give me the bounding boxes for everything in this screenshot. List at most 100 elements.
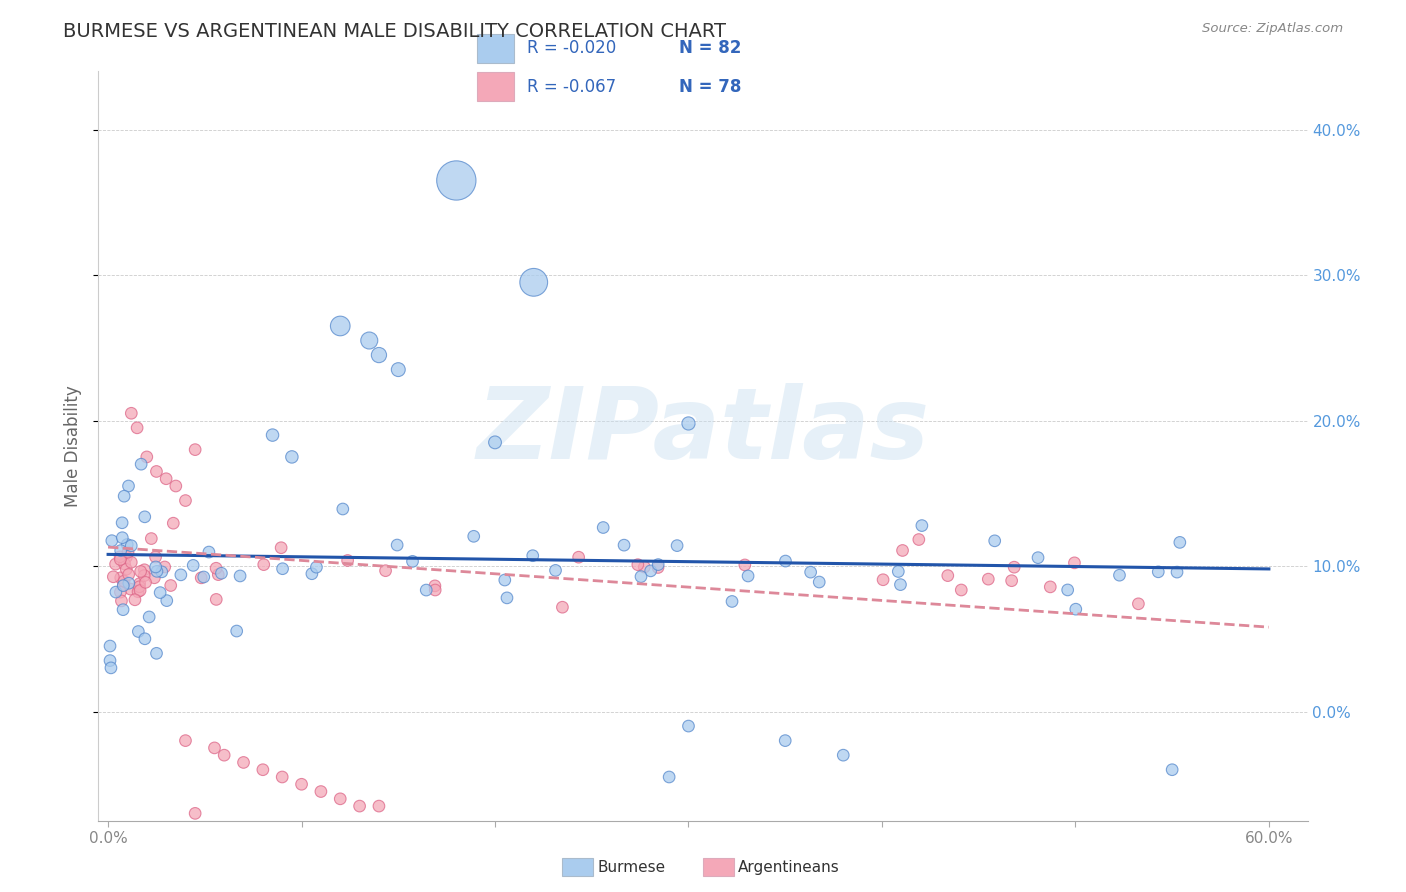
Text: R = -0.020: R = -0.020: [527, 39, 616, 57]
Point: [281, 450, 304, 464]
Bar: [477, 34, 513, 63]
Point: [111, 531, 134, 545]
Point: [271, 562, 294, 576]
Point: [110, 571, 132, 585]
Point: [212, 748, 235, 763]
Point: [134, 568, 156, 582]
Point: [613, 538, 636, 552]
Point: [374, 564, 396, 578]
Point: [115, 562, 138, 576]
Point: [911, 518, 934, 533]
Point: [887, 565, 910, 579]
Point: [401, 554, 423, 568]
Point: [127, 421, 149, 435]
Text: BURMESE VS ARGENTINEAN MALE DISABILITY CORRELATION CHART: BURMESE VS ARGENTINEAN MALE DISABILITY C…: [63, 22, 727, 41]
Point: [112, 574, 135, 589]
Point: [143, 571, 166, 585]
Point: [146, 565, 169, 579]
Point: [205, 561, 228, 575]
Point: [329, 792, 352, 806]
Point: [149, 585, 172, 599]
Point: [145, 646, 167, 660]
Point: [630, 569, 652, 583]
Point: [271, 770, 294, 784]
Point: [112, 579, 135, 593]
Point: [658, 770, 681, 784]
Point: [112, 577, 135, 591]
Point: [193, 570, 215, 584]
Point: [134, 563, 156, 577]
Point: [336, 553, 359, 567]
Point: [551, 600, 574, 615]
Bar: [477, 71, 513, 102]
Point: [98, 639, 121, 653]
Point: [889, 577, 911, 591]
Point: [110, 552, 132, 566]
Point: [1063, 556, 1085, 570]
Point: [170, 567, 193, 582]
Point: [111, 516, 134, 530]
Point: [1128, 597, 1150, 611]
Point: [104, 585, 127, 599]
Point: [368, 348, 391, 362]
Point: [127, 584, 149, 599]
Point: [290, 777, 312, 791]
Point: [721, 594, 744, 608]
Point: [800, 565, 823, 579]
Point: [977, 572, 1000, 586]
Point: [775, 554, 797, 568]
Point: [129, 565, 152, 579]
Point: [134, 509, 156, 524]
Text: R = -0.067: R = -0.067: [527, 78, 616, 95]
Point: [305, 560, 328, 574]
Point: [134, 632, 156, 646]
Point: [112, 489, 135, 503]
Text: N = 82: N = 82: [679, 39, 741, 57]
Point: [190, 571, 212, 585]
Point: [120, 406, 142, 420]
Point: [983, 533, 1005, 548]
Point: [204, 740, 226, 755]
Point: [232, 756, 254, 770]
Point: [128, 580, 150, 594]
Point: [253, 558, 276, 572]
Point: [252, 763, 274, 777]
Text: Burmese: Burmese: [598, 860, 665, 874]
Point: [159, 578, 181, 592]
Point: [205, 592, 228, 607]
Point: [523, 276, 546, 290]
Point: [120, 539, 142, 553]
Point: [647, 560, 669, 574]
Point: [115, 537, 138, 551]
Point: [647, 558, 669, 572]
Point: [737, 569, 759, 583]
Point: [387, 362, 409, 376]
Point: [162, 516, 184, 531]
Point: [1168, 535, 1191, 549]
Point: [1039, 580, 1062, 594]
Point: [108, 549, 131, 564]
Point: [207, 567, 229, 582]
Point: [385, 538, 408, 552]
Point: [153, 560, 176, 574]
Point: [101, 533, 124, 548]
Point: [484, 435, 506, 450]
Point: [1056, 582, 1078, 597]
Point: [592, 520, 614, 534]
Point: [104, 557, 127, 571]
Point: [832, 748, 855, 763]
Point: [359, 334, 381, 348]
Text: N = 78: N = 78: [679, 78, 741, 95]
Point: [225, 624, 247, 638]
Point: [270, 541, 292, 555]
Point: [128, 576, 150, 591]
Point: [734, 558, 756, 572]
Point: [1026, 550, 1049, 565]
Point: [1001, 574, 1024, 588]
Point: [415, 583, 437, 598]
Point: [329, 318, 352, 333]
Text: ZIPatlas: ZIPatlas: [477, 383, 929, 480]
Point: [496, 591, 519, 605]
Point: [120, 555, 142, 569]
Point: [141, 532, 163, 546]
